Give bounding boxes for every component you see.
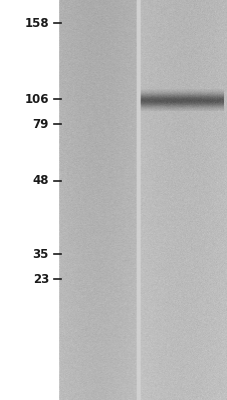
Text: 158: 158 xyxy=(24,17,49,30)
Text: 23: 23 xyxy=(33,273,49,286)
Text: 48: 48 xyxy=(32,174,49,187)
Text: 35: 35 xyxy=(32,248,49,260)
Text: 106: 106 xyxy=(25,93,49,106)
Text: 79: 79 xyxy=(32,118,49,130)
